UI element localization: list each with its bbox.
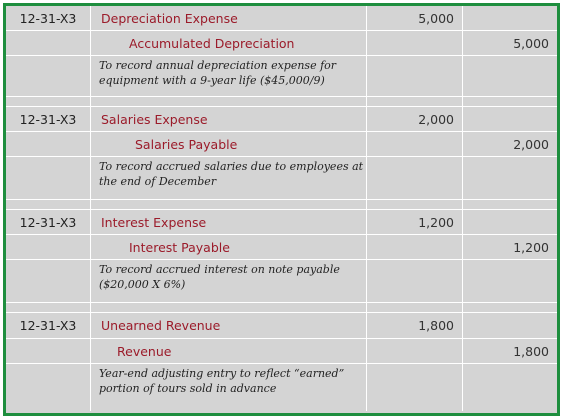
entry-3-memo: To record accrued interest on note payab… xyxy=(91,260,367,303)
entry-3-debit-account: Interest Expense xyxy=(91,210,367,235)
spacer-row-1-d xyxy=(463,97,557,107)
entry-2-credit-account: Salaries Payable xyxy=(91,132,367,157)
entry-3-memo-debit-empty xyxy=(367,260,463,303)
entry-1-debit-account: Depreciation Expense xyxy=(91,6,367,31)
entry-1-debit-amount: 5,000 xyxy=(367,6,463,31)
entry-4-memo-debit-empty xyxy=(367,364,463,411)
entry-4-memo: Year-end adjusting entry to reflect “ear… xyxy=(91,364,367,411)
entry-4-date-empty xyxy=(6,339,91,364)
entry-1-credit-amount: 5,000 xyxy=(463,31,557,56)
entry-4-debit-amount: 1,800 xyxy=(367,313,463,339)
entry-2-debit-empty xyxy=(367,132,463,157)
entry-2-debit-account: Salaries Expense xyxy=(91,107,367,132)
entry-2-debit-amount: 2,000 xyxy=(367,107,463,132)
entry-4-memo-credit-empty xyxy=(463,364,557,411)
entry-1-credit-account: Accumulated Depreciation xyxy=(91,31,367,56)
entry-2-credit-amount: 2,000 xyxy=(463,132,557,157)
spacer-row-3-c xyxy=(367,303,463,313)
entry-4-memo-line-1: Year-end adjusting entry to reflect “ear… xyxy=(99,367,345,380)
entry-2-credit-empty xyxy=(463,107,557,132)
entry-2-memo-line-1: To record accrued salaries due to employ… xyxy=(99,160,364,173)
spacer-row-1-b xyxy=(91,97,367,107)
entry-2-memo-debit-empty xyxy=(367,157,463,200)
entry-2-date-empty xyxy=(6,132,91,157)
spacer-row-2-c xyxy=(367,200,463,210)
entry-3-debit-empty xyxy=(367,235,463,260)
entry-2-memo: To record accrued salaries due to employ… xyxy=(91,157,367,200)
entry-1-date: 12-31-X3 xyxy=(6,6,91,31)
entry-1-credit-empty xyxy=(463,6,557,31)
entry-4-debit-empty xyxy=(367,339,463,364)
entry-3-memo-line-2: ($20,000 X 6%) xyxy=(99,278,186,291)
entry-1-date-empty xyxy=(6,31,91,56)
entry-4-credit-amount: 1,800 xyxy=(463,339,557,364)
entry-3-date: 12-31-X3 xyxy=(6,210,91,235)
spacer-row-3-b xyxy=(91,303,367,313)
entry-4-credit-account: Revenue xyxy=(91,339,367,364)
entry-2-memo-date-empty xyxy=(6,157,91,200)
entry-4-memo-line-2: portion of tours sold in advance xyxy=(99,382,277,395)
entry-1-debit-empty xyxy=(367,31,463,56)
entry-2-memo-credit-empty xyxy=(463,157,557,200)
entry-4-debit-account: Unearned Revenue xyxy=(91,313,367,339)
entry-3-memo-line-1: To record accrued interest on note payab… xyxy=(99,263,340,276)
spacer-row-3-a xyxy=(6,303,91,313)
entry-2-date: 12-31-X3 xyxy=(6,107,91,132)
entry-3-credit-amount: 1,200 xyxy=(463,235,557,260)
entry-3-credit-account: Interest Payable xyxy=(91,235,367,260)
entry-4-date: 12-31-X3 xyxy=(6,313,91,339)
entry-1-memo: To record annual depreciation expense fo… xyxy=(91,56,367,97)
entry-3-debit-amount: 1,200 xyxy=(367,210,463,235)
journal-grid: 12-31-X3 Depreciation Expense 5,000 Accu… xyxy=(6,6,557,413)
entry-2-memo-line-2: the end of December xyxy=(99,175,217,188)
entry-1-memo-date-empty xyxy=(6,56,91,97)
entry-1-memo-line-1: To record annual depreciation expense fo… xyxy=(99,59,337,72)
entry-4-credit-empty xyxy=(463,313,557,339)
entry-1-memo-credit-empty xyxy=(463,56,557,97)
spacer-row-1-c xyxy=(367,97,463,107)
entry-3-date-empty xyxy=(6,235,91,260)
journal-table: 12-31-X3 Depreciation Expense 5,000 Accu… xyxy=(3,3,560,416)
entry-1-memo-line-2: equipment with a 9-year life ($45,000/9) xyxy=(99,74,325,87)
spacer-row-1-a xyxy=(6,97,91,107)
spacer-row-2-b xyxy=(91,200,367,210)
entry-3-memo-credit-empty xyxy=(463,260,557,303)
entry-4-memo-date-empty xyxy=(6,364,91,411)
spacer-row-3-d xyxy=(463,303,557,313)
entry-1-memo-debit-empty xyxy=(367,56,463,97)
spacer-row-2-d xyxy=(463,200,557,210)
entry-3-credit-empty xyxy=(463,210,557,235)
entry-3-memo-date-empty xyxy=(6,260,91,303)
spacer-row-2-a xyxy=(6,200,91,210)
